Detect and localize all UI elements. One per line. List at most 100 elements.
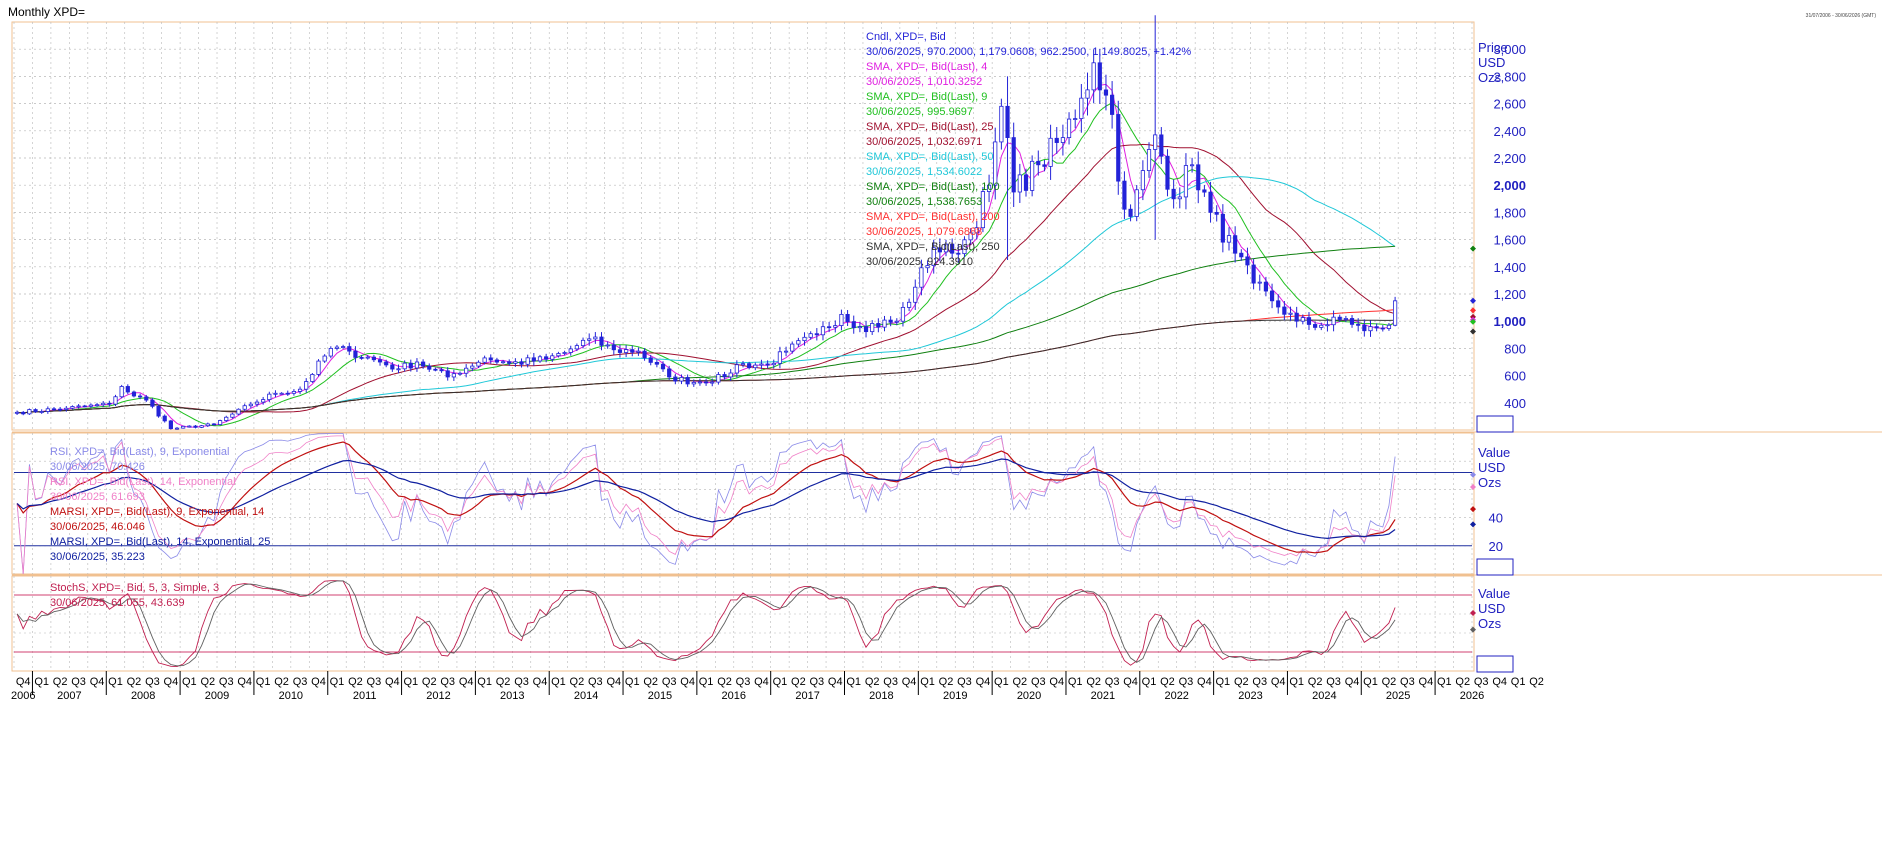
candle-body [1368,326,1373,332]
auto-scale-button[interactable] [1476,415,1514,433]
candle-body [777,351,783,364]
candle [1288,306,1293,321]
price-tick-label: 400 [1504,396,1526,411]
candle-body [261,399,266,403]
price-tick-label: 2,200 [1493,151,1526,166]
auto-scale-button[interactable] [1476,558,1514,576]
auto-button-frame[interactable] [1476,415,1514,433]
candle-body [1030,160,1035,191]
marsi9-line [16,441,1396,554]
candle-body [193,425,198,428]
candle [605,341,610,349]
candle-body [131,391,137,397]
candle [617,344,623,358]
candle [494,357,500,365]
candle [1011,122,1016,207]
candle-body [716,374,721,383]
quarter-label: Q4 [385,676,400,688]
candle-body [230,413,235,418]
candle-body [304,381,309,390]
candle-body [273,392,278,395]
candle-body [550,355,555,360]
candle [33,408,38,413]
candle [1356,318,1361,332]
candle [1159,127,1164,165]
candle-body [1349,318,1355,325]
candle-body [580,339,586,347]
candle [21,410,26,416]
stoch-legend-line: 30/06/2025, 61.055, 43.639 [50,597,185,609]
date-range: 31/07/2006 - 30/06/2026 (GMT) [1806,13,1877,19]
quarter-label: Q2 [1382,676,1397,688]
candle [802,332,807,346]
candle [863,320,869,338]
candle [365,355,370,360]
candle [1054,127,1059,154]
candle-body [1042,164,1047,167]
quarter-label: Q1 [1289,676,1304,688]
candle [943,239,949,257]
price-legend-line: SMA, XPD=, Bid(Last), 50 [866,151,993,163]
rsi14-line [16,435,1396,575]
auto-scale-button[interactable] [1476,655,1514,673]
quarter-label: Q1 [34,676,49,688]
candle-body [642,350,647,359]
candle-body [1122,180,1127,210]
candle [445,367,450,381]
series-end-marker [1470,318,1476,325]
quarter-label: Q1 [108,676,123,688]
candle-body [150,399,155,407]
legends: Cndl, XPD=, Bid 30/06/2025, 970.2000, 1,1… [50,31,1191,609]
candle-body [1362,324,1367,332]
candle-body [1257,281,1262,284]
candle-body [414,361,420,369]
auto-button-frame[interactable] [1476,655,1514,673]
candle-body [851,321,856,329]
quarter-label: Q3 [145,676,160,688]
price-legend-line: SMA, XPD=, Bid(Last), 25 [866,121,993,133]
candle [734,360,739,378]
candle [827,321,832,333]
quarter-label: Q4 [311,676,326,688]
candle [599,332,604,351]
candle-body [599,336,604,346]
candle [1171,179,1176,209]
panels [11,21,1882,672]
candle-body [101,402,106,406]
price-tick-label: 800 [1504,341,1526,356]
candle [174,426,180,430]
candle [1103,74,1109,111]
candle-body [322,355,327,362]
candle-body [408,362,413,369]
candle [14,410,20,415]
candle [347,342,352,356]
candle-body [181,425,186,429]
candle [1165,149,1170,197]
axes: PriceUSDOzs3,0002,8002,6002,4002,2002,00… [11,40,1544,702]
candle [291,389,297,396]
candle-body [617,349,623,353]
quarter-label: Q1 [699,676,714,688]
auto-button-frame[interactable] [1476,558,1514,576]
candle-body [427,365,432,370]
candle [377,356,383,366]
candle [144,394,149,403]
year-label: 2016 [722,690,746,702]
candle [297,386,303,395]
candle [242,403,247,412]
price-tick-label: 2,600 [1493,97,1526,112]
candle [556,351,561,358]
quarter-label: Q1 [330,676,345,688]
candle [999,98,1004,150]
candle [125,384,130,395]
price-legend-line: SMA, XPD=, Bid(Last), 9 [866,91,987,103]
rsi-legend-line: MARSI, XPD=, Bid(Last), 9, Exponential, … [50,506,264,518]
candle [1153,15,1158,240]
candle-body [611,344,616,351]
candle [1116,100,1121,195]
year-label: 2006 [11,690,35,702]
candle-body [439,369,444,372]
candle [1362,319,1367,337]
candle [457,371,463,376]
candle [113,394,118,407]
